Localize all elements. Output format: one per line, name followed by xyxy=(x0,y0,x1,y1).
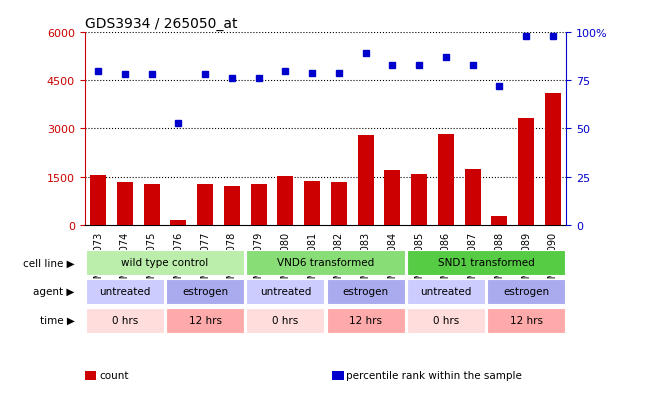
Bar xyxy=(407,250,565,275)
Bar xyxy=(166,279,244,304)
Text: wild type control: wild type control xyxy=(121,258,208,268)
Text: untreated: untreated xyxy=(421,287,471,297)
Text: 12 hrs: 12 hrs xyxy=(349,316,382,325)
Bar xyxy=(331,182,347,225)
Text: SND1 transformed: SND1 transformed xyxy=(437,258,534,268)
Text: time ▶: time ▶ xyxy=(40,316,75,325)
Bar xyxy=(411,175,427,225)
Text: count: count xyxy=(99,370,128,380)
Text: percentile rank within the sample: percentile rank within the sample xyxy=(346,370,522,380)
Text: estrogen: estrogen xyxy=(342,287,389,297)
Text: cell line ▶: cell line ▶ xyxy=(23,258,75,268)
Bar xyxy=(117,183,133,225)
Text: untreated: untreated xyxy=(99,287,150,297)
Text: untreated: untreated xyxy=(260,287,311,297)
Bar xyxy=(407,279,485,304)
Text: 12 hrs: 12 hrs xyxy=(189,316,221,325)
Bar xyxy=(86,279,164,304)
Bar xyxy=(327,279,405,304)
Bar xyxy=(86,308,164,333)
Bar xyxy=(384,170,400,225)
Bar xyxy=(224,187,240,225)
Bar xyxy=(246,250,405,275)
Bar xyxy=(465,170,480,225)
Bar xyxy=(86,250,244,275)
Text: estrogen: estrogen xyxy=(182,287,228,297)
Bar xyxy=(166,308,244,333)
Text: VND6 transformed: VND6 transformed xyxy=(277,258,374,268)
Bar xyxy=(438,135,454,225)
Bar xyxy=(246,279,324,304)
Bar xyxy=(277,176,294,225)
Bar xyxy=(197,185,213,225)
Bar xyxy=(171,221,186,225)
Bar xyxy=(407,308,485,333)
Bar xyxy=(492,216,508,225)
Text: estrogen: estrogen xyxy=(503,287,549,297)
Bar xyxy=(251,185,267,225)
Text: 0 hrs: 0 hrs xyxy=(433,316,459,325)
Bar xyxy=(487,279,565,304)
Text: 0 hrs: 0 hrs xyxy=(272,316,298,325)
Bar xyxy=(143,185,159,225)
Bar xyxy=(304,182,320,225)
Bar xyxy=(487,308,565,333)
Text: agent ▶: agent ▶ xyxy=(33,287,75,297)
Bar xyxy=(545,93,561,225)
Text: 0 hrs: 0 hrs xyxy=(112,316,138,325)
Bar xyxy=(246,308,324,333)
Text: 12 hrs: 12 hrs xyxy=(510,316,543,325)
Bar xyxy=(327,308,405,333)
Bar xyxy=(90,176,106,225)
Bar xyxy=(357,136,374,225)
Text: GDS3934 / 265050_at: GDS3934 / 265050_at xyxy=(85,17,237,31)
Bar xyxy=(518,119,534,225)
